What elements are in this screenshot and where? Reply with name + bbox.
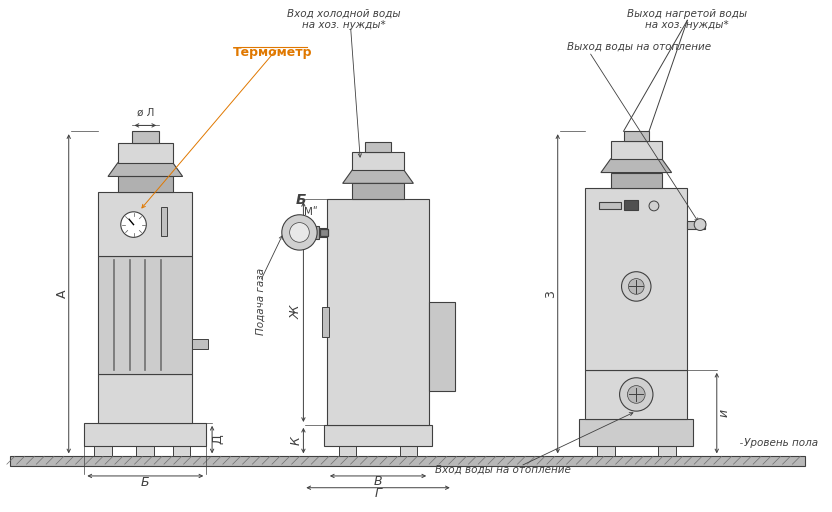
Polygon shape xyxy=(131,131,159,143)
Polygon shape xyxy=(623,131,649,141)
Text: Д: Д xyxy=(211,435,225,444)
Polygon shape xyxy=(94,446,112,456)
Text: Ж: Ж xyxy=(290,305,303,318)
Text: Б: Б xyxy=(141,476,150,489)
Polygon shape xyxy=(173,446,191,456)
Polygon shape xyxy=(687,221,705,228)
Polygon shape xyxy=(317,227,327,238)
Circle shape xyxy=(622,272,651,301)
Polygon shape xyxy=(611,141,661,159)
Circle shape xyxy=(628,279,644,294)
Polygon shape xyxy=(118,177,173,192)
Polygon shape xyxy=(322,307,329,336)
Text: Термометр: Термометр xyxy=(233,46,313,59)
Text: Подача газа: Подача газа xyxy=(255,268,265,335)
Circle shape xyxy=(627,386,645,403)
Text: 3: 3 xyxy=(544,290,557,298)
Polygon shape xyxy=(353,152,404,169)
Polygon shape xyxy=(399,446,418,456)
Text: и: и xyxy=(717,409,730,417)
Polygon shape xyxy=(339,446,356,456)
Text: Мʺ: Мʺ xyxy=(305,207,318,217)
Polygon shape xyxy=(192,339,208,349)
Text: Б: Б xyxy=(296,193,307,207)
Polygon shape xyxy=(585,188,687,370)
Polygon shape xyxy=(599,202,621,209)
Text: Вход холодной воды
на хоз. нужды*: Вход холодной воды на хоз. нужды* xyxy=(287,9,400,30)
Polygon shape xyxy=(136,446,154,456)
Text: Вход воды на отопление: Вход воды на отопление xyxy=(435,465,571,475)
Polygon shape xyxy=(98,256,192,374)
Text: A: A xyxy=(57,290,69,298)
Polygon shape xyxy=(365,142,391,152)
Polygon shape xyxy=(579,419,693,446)
Polygon shape xyxy=(98,374,192,423)
Circle shape xyxy=(290,223,310,242)
Polygon shape xyxy=(10,456,805,466)
Text: Выход нагретой воды
на хоз. нужды*: Выход нагретой воды на хоз. нужды* xyxy=(627,9,747,30)
Polygon shape xyxy=(658,446,676,456)
Text: Выход воды на отопление: Выход воды на отопление xyxy=(567,42,711,52)
Polygon shape xyxy=(327,199,429,425)
Polygon shape xyxy=(118,143,173,163)
Text: Г: Г xyxy=(374,487,382,500)
Circle shape xyxy=(121,212,146,238)
Polygon shape xyxy=(585,370,687,419)
Polygon shape xyxy=(161,207,167,237)
Polygon shape xyxy=(597,446,615,456)
Polygon shape xyxy=(98,192,192,256)
Polygon shape xyxy=(625,200,638,210)
Polygon shape xyxy=(343,169,414,183)
Circle shape xyxy=(694,219,706,230)
Polygon shape xyxy=(611,173,661,188)
Text: К: К xyxy=(290,436,303,445)
Text: В: В xyxy=(374,475,383,488)
Polygon shape xyxy=(324,425,432,446)
Polygon shape xyxy=(353,183,404,199)
Text: Уровень пола: Уровень пола xyxy=(745,438,819,447)
Polygon shape xyxy=(108,163,183,177)
Polygon shape xyxy=(84,423,206,446)
Circle shape xyxy=(620,378,653,411)
Circle shape xyxy=(649,201,659,211)
Polygon shape xyxy=(601,159,671,173)
Polygon shape xyxy=(429,302,454,391)
Polygon shape xyxy=(310,226,319,239)
Text: ø Л: ø Л xyxy=(136,108,154,118)
Circle shape xyxy=(282,215,317,250)
Polygon shape xyxy=(320,228,328,237)
